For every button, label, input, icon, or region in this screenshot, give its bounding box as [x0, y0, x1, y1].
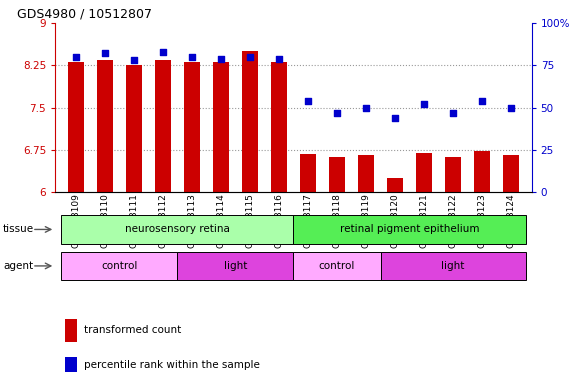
Bar — [271, 63, 287, 192]
Text: light: light — [224, 261, 247, 271]
Point — [478, 98, 487, 104]
Point — [245, 54, 254, 60]
Bar — [381, 252, 526, 280]
Bar — [125, 65, 142, 192]
Bar — [67, 63, 84, 192]
Bar — [177, 252, 293, 280]
Bar — [445, 157, 461, 192]
Bar — [61, 252, 177, 280]
Bar — [96, 60, 113, 192]
Bar — [416, 152, 432, 192]
Point — [419, 101, 429, 107]
Text: tissue: tissue — [3, 224, 34, 235]
Bar — [64, 319, 77, 342]
Point — [507, 104, 516, 111]
Text: light: light — [442, 261, 465, 271]
Bar — [329, 157, 345, 192]
Point — [100, 50, 109, 56]
Text: retinal pigment epithelium: retinal pigment epithelium — [340, 224, 479, 235]
Bar — [300, 154, 316, 192]
Bar — [387, 178, 403, 192]
Point — [216, 55, 225, 61]
Bar — [184, 63, 200, 192]
Text: control: control — [101, 261, 137, 271]
Bar — [503, 156, 519, 192]
Text: percentile rank within the sample: percentile rank within the sample — [84, 360, 260, 370]
Bar — [61, 215, 293, 244]
Point — [274, 55, 284, 61]
Text: transformed count: transformed count — [84, 325, 181, 335]
Point — [390, 114, 400, 121]
Bar — [293, 252, 381, 280]
Bar — [358, 156, 374, 192]
Bar — [293, 215, 526, 244]
Bar — [64, 357, 77, 372]
Bar — [155, 60, 171, 192]
Point — [129, 57, 138, 63]
Bar — [213, 63, 229, 192]
Text: agent: agent — [3, 261, 33, 271]
Point — [332, 109, 342, 116]
Point — [71, 54, 80, 60]
Bar — [474, 151, 490, 192]
Bar — [242, 51, 258, 192]
Point — [361, 104, 371, 111]
Point — [187, 54, 196, 60]
Point — [303, 98, 313, 104]
Text: control: control — [319, 261, 355, 271]
Text: neurosensory retina: neurosensory retina — [125, 224, 229, 235]
Text: GDS4980 / 10512807: GDS4980 / 10512807 — [17, 7, 152, 20]
Point — [158, 49, 167, 55]
Point — [449, 109, 458, 116]
